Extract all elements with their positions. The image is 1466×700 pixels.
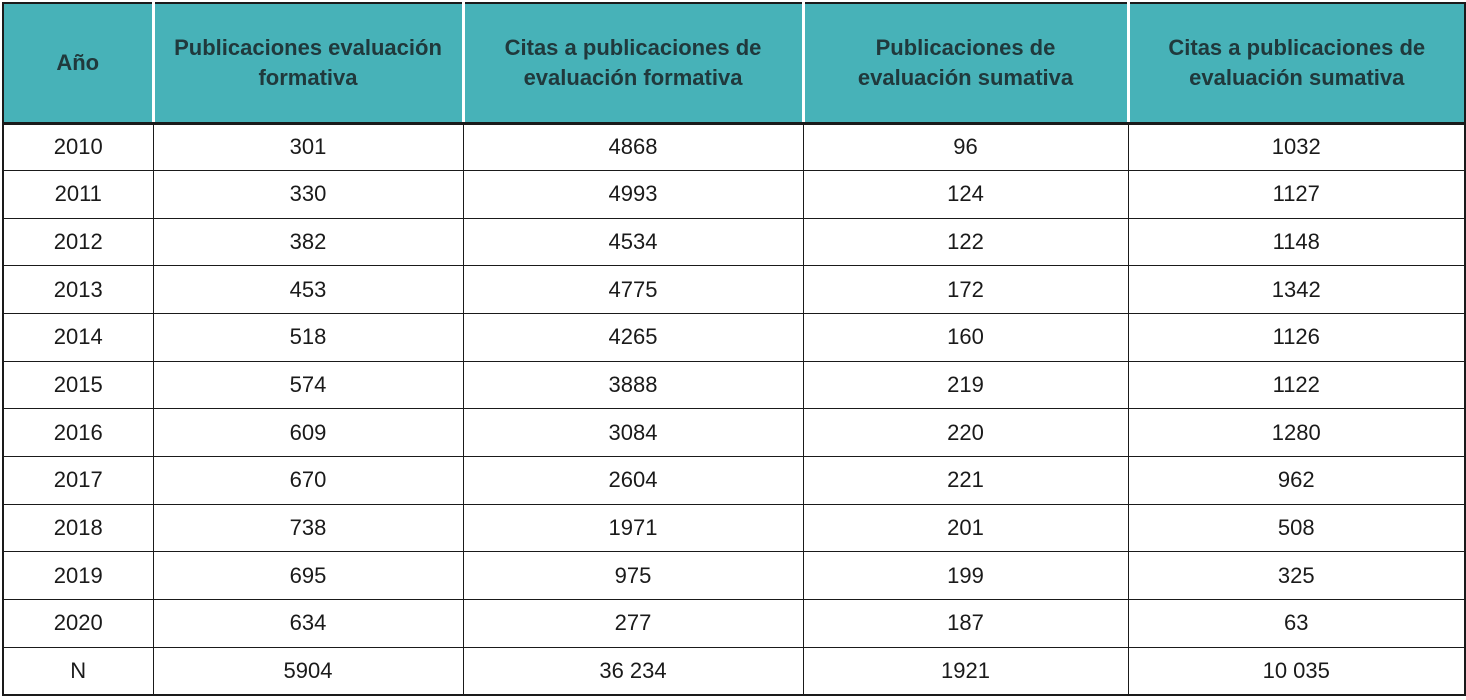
data-cell: 122 [802,217,1129,267]
data-cell: 4993 [462,170,804,219]
row-label-cell: 2015 [2,360,154,410]
data-cell: 201 [802,503,1129,553]
table-row: 2013 453 4775 172 1342 [2,265,1466,315]
data-cell: 1127 [1127,170,1466,219]
data-cell: 96 [802,122,1129,172]
data-cell: 199 [802,551,1129,601]
table-row: 2018 738 1971 201 508 [2,503,1466,553]
data-cell: 738 [152,503,464,553]
data-cell: 453 [152,265,464,315]
data-cell: 187 [802,599,1129,648]
table-row: 2010 301 4868 96 1032 [2,122,1466,172]
data-cell: 1126 [1127,313,1466,362]
row-label-cell: 2014 [2,313,154,362]
data-cell: 975 [462,551,804,601]
column-header: Citas a publicaciones de evaluación suma… [1126,3,1465,125]
data-cell: 1032 [1127,122,1466,172]
data-cell: 3888 [462,360,804,410]
data-cell: 221 [802,456,1129,505]
header-row: Año Publicaciones evaluación formativa Cit… [3,3,1465,125]
data-cell: 5904 [152,646,464,696]
table-row: 2017 670 2604 221 962 [2,456,1466,505]
table-body: 2010 301 4868 96 1032 2011 330 4993 124 1127 2012 3… [2,122,1466,696]
data-cell: 36 234 [462,646,804,696]
table-row: 2020 634 277 187 63 [2,599,1466,648]
data-cell: 609 [152,408,464,458]
row-label-cell: 2019 [2,551,154,601]
data-cell: 4534 [462,217,804,267]
table-row: 2016 609 3084 220 1280 [2,408,1466,458]
data-cell: 1280 [1127,408,1466,458]
data-cell: 574 [152,360,464,410]
row-label-cell: 2018 [2,503,154,553]
data-cell: 3084 [462,408,804,458]
data-cell: 330 [152,170,464,219]
table-row: 2015 574 3888 219 1122 [2,360,1466,410]
row-label-cell: 2017 [2,456,154,505]
data-cell: 4775 [462,265,804,315]
data-cell: 634 [152,599,464,648]
table-row: 2012 382 4534 122 1148 [2,217,1466,267]
row-label-cell: N [2,646,154,696]
data-cell: 2604 [462,456,804,505]
data-cell: 1921 [802,646,1129,696]
data-cell: 962 [1127,456,1466,505]
data-cell: 508 [1127,503,1466,553]
column-header: Publicaciones evaluación formativa [151,3,465,125]
data-cell: 695 [152,551,464,601]
data-cell: 1971 [462,503,804,553]
column-header-year: Año [3,3,155,125]
table-row: 2014 518 4265 160 1126 [2,313,1466,362]
data-cell: 670 [152,456,464,505]
column-header: Citas a publicaciones de evaluación form… [461,3,805,125]
table-row: 2011 330 4993 124 1127 [2,170,1466,219]
data-cell: 301 [152,122,464,172]
row-label-cell: 2020 [2,599,154,648]
data-cell: 4265 [462,313,804,362]
data-cell: 1148 [1127,217,1466,267]
row-label-cell: 2010 [2,122,154,172]
data-cell: 10 035 [1127,646,1466,696]
data-cell: 277 [462,599,804,648]
row-label-cell: 2012 [2,217,154,267]
table-row: N 5904 36 234 1921 10 035 [2,646,1466,696]
data-cell: 325 [1127,551,1466,601]
row-label-cell: 2016 [2,408,154,458]
data-cell: 1342 [1127,265,1466,315]
row-label-cell: 2013 [2,265,154,315]
table-header: Año Publicaciones evaluación formativa Cit… [3,3,1465,125]
table-row: 2019 695 975 199 325 [2,551,1466,601]
data-cell: 220 [802,408,1129,458]
data-cell: 124 [802,170,1129,219]
column-header: Publicaciones de evaluación sumativa [801,3,1130,125]
data-cell: 518 [152,313,464,362]
data-cell: 219 [802,360,1129,410]
data-cell: 4868 [462,122,804,172]
data-cell: 160 [802,313,1129,362]
data-cell: 172 [802,265,1129,315]
data-cell: 382 [152,217,464,267]
row-label-cell: 2011 [2,170,154,219]
data-cell: 1122 [1127,360,1466,410]
data-cell: 63 [1127,599,1466,648]
